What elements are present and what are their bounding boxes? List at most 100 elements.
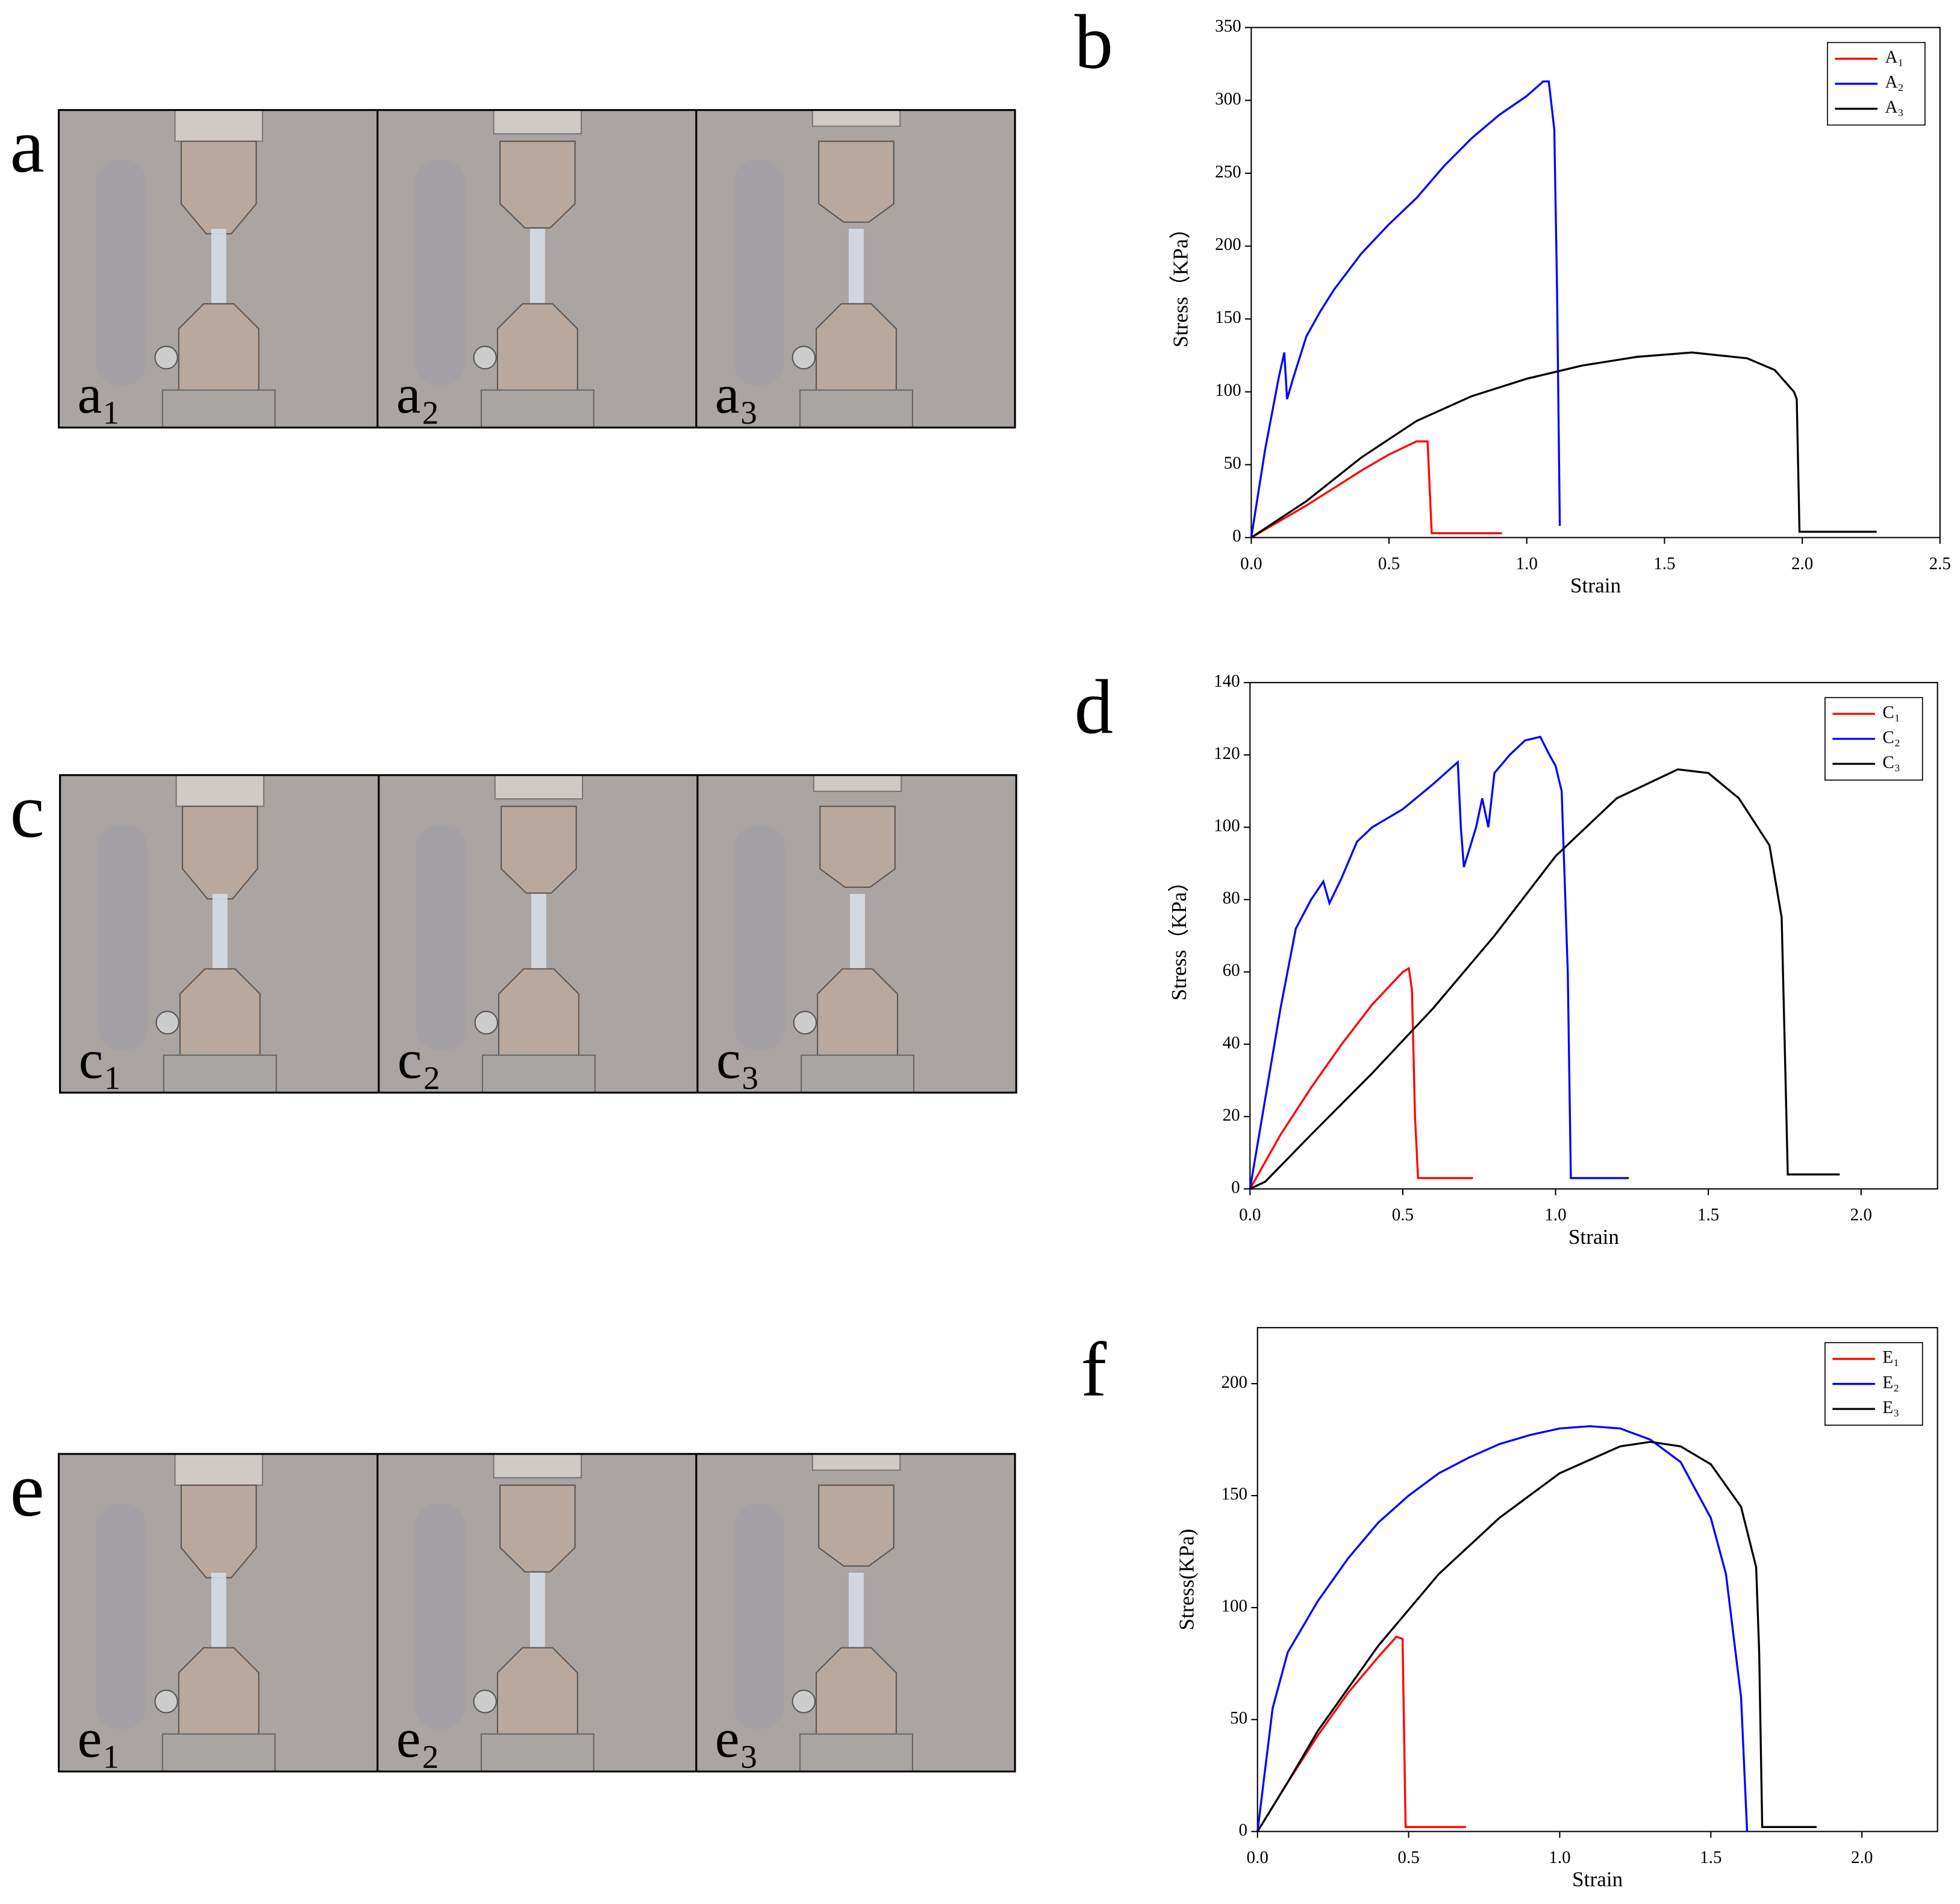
grip-base (161, 1733, 276, 1773)
specimen (531, 893, 546, 982)
x-axis-label: Strain (1572, 1868, 1623, 1891)
grip-bottom (817, 968, 899, 1057)
y-tick-label: 140 (1214, 672, 1240, 691)
grip-base (482, 1054, 596, 1094)
grip-knob (155, 1011, 179, 1035)
y-tick-label: 40 (1223, 1033, 1240, 1052)
y-tick-label: 300 (1215, 89, 1241, 108)
grip-base (163, 1054, 277, 1094)
y-axis-label: Stress（KPa） (1169, 217, 1192, 348)
x-tick-label: 0.0 (1240, 554, 1262, 573)
photo-shadow (414, 1503, 465, 1729)
grip-bottom (496, 1647, 578, 1736)
y-tick-label: 50 (1224, 454, 1241, 473)
photo-shadow (97, 825, 148, 1050)
specimen (211, 1572, 226, 1661)
specimen (529, 228, 545, 317)
data-line (1256, 1425, 1749, 1832)
photo-row-frame (59, 774, 1017, 1094)
x-tick-label: 2.0 (1850, 1205, 1872, 1225)
grip-top (499, 1484, 576, 1573)
data-line (1256, 1441, 1817, 1832)
grip-knob (154, 1690, 178, 1714)
y-tick-label: 250 (1215, 162, 1241, 181)
y-axis-label: Stress(KPa) (1175, 1529, 1199, 1630)
x-axis-label: Strain (1570, 574, 1621, 598)
grip-bottom (496, 303, 578, 392)
x-tick-label: 1.0 (1516, 554, 1538, 573)
data-line (1250, 440, 1502, 538)
grip-top (180, 140, 257, 235)
grip-knob (791, 345, 816, 370)
grip-top-bar (494, 774, 584, 800)
grip-base (480, 1733, 595, 1773)
x-tick-label: 0.5 (1397, 1848, 1419, 1867)
grip-base (480, 389, 595, 428)
legend-label: E₁ (1882, 1348, 1899, 1367)
grip-top-bar (493, 1453, 582, 1479)
photo-shadow (416, 825, 467, 1050)
photo-shadow (734, 1503, 784, 1729)
grip-top (818, 1484, 894, 1567)
y-tick-label: 100 (1214, 816, 1240, 835)
grip-knob (154, 345, 178, 370)
photo-label: c₃ (716, 1029, 760, 1090)
specimen (529, 1572, 545, 1661)
data-line (1250, 351, 1877, 538)
specimen (849, 228, 864, 317)
x-tick-label: 0.0 (1239, 1205, 1261, 1225)
grip-top-bar (175, 774, 264, 807)
x-tick-label: 1.0 (1544, 1205, 1566, 1225)
y-tick-label: 150 (1215, 308, 1241, 327)
y-tick-label: 350 (1215, 16, 1241, 36)
plot-frame (1249, 682, 1938, 1190)
grip-base (161, 389, 276, 428)
grip-top-bar (813, 774, 902, 792)
grip-top-bar (174, 1453, 263, 1486)
specimen (211, 228, 226, 317)
specimen (212, 893, 228, 982)
photo-label: e₁ (78, 1708, 121, 1768)
x-axis-label: Strain (1568, 1225, 1620, 1249)
photo-label: c₁ (79, 1029, 122, 1090)
y-tick-label: 50 (1230, 1708, 1247, 1728)
legend-label: E₂ (1882, 1373, 1899, 1392)
panel-letter: e (10, 1446, 45, 1532)
panel-letter: c (10, 767, 45, 854)
grip-knob (473, 1690, 497, 1714)
legend-label: A₁ (1885, 48, 1903, 67)
grip-knob (473, 345, 497, 370)
x-tick-label: 0.5 (1378, 554, 1400, 573)
data-line (1250, 80, 1561, 538)
grip-top-bar (811, 1453, 901, 1471)
legend-label: A₃ (1885, 98, 1903, 117)
x-tick-label: 1.0 (1549, 1848, 1570, 1867)
data-line (1249, 768, 1840, 1190)
panel-letter: d (1075, 664, 1113, 750)
grip-base (799, 1733, 913, 1773)
data-line (1249, 966, 1473, 1190)
x-tick-label: 2.5 (1929, 554, 1951, 573)
grip-top (818, 140, 894, 223)
grip-base (801, 1054, 915, 1094)
grip-bottom (178, 303, 260, 392)
grip-top-bar (493, 109, 582, 135)
photo-shadow (735, 825, 785, 1050)
y-tick-label: 60 (1223, 961, 1240, 980)
grip-top (499, 140, 576, 229)
x-tick-label: 0.5 (1392, 1205, 1414, 1225)
y-tick-label: 120 (1214, 744, 1240, 763)
y-tick-label: 0 (1232, 526, 1241, 546)
grip-bottom (498, 968, 579, 1057)
photo-label: a₁ (78, 364, 121, 425)
y-tick-label: 80 (1223, 888, 1240, 908)
photo-label: a₂ (396, 364, 440, 425)
grip-base (799, 389, 913, 428)
legend-label: C₁ (1882, 703, 1900, 722)
grip-top (819, 805, 896, 888)
x-tick-label: 2.0 (1791, 554, 1813, 573)
panel-letter: b (1075, 0, 1113, 85)
legend-label: C₂ (1882, 728, 1900, 747)
y-tick-label: 20 (1223, 1105, 1240, 1125)
photo-shadow (96, 160, 146, 385)
